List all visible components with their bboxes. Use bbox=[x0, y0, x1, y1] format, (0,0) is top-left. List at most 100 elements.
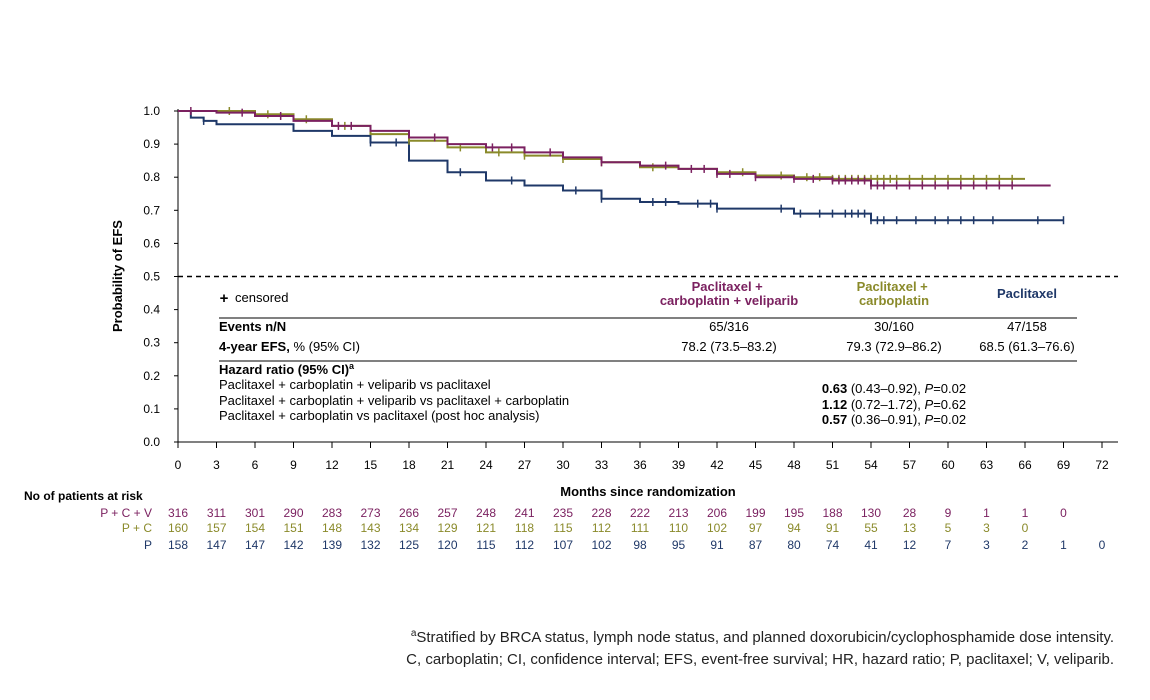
at-risk-count: 74 bbox=[826, 538, 840, 552]
x-tick-label: 72 bbox=[1095, 458, 1109, 472]
efs-pc: 79.3 (72.9–86.2) bbox=[846, 339, 941, 354]
at-risk-count: 222 bbox=[630, 506, 650, 520]
km-curve bbox=[178, 110, 1051, 187]
at-risk-count: 94 bbox=[787, 521, 801, 535]
at-risk-count: 311 bbox=[207, 506, 226, 520]
at-risk-table: P + C + V 316 311 301 290 283 273 266 257 248 241 2… bbox=[100, 506, 1105, 552]
at-risk-count: 1 bbox=[983, 506, 990, 520]
at-risk-count: 158 bbox=[168, 538, 188, 552]
at-risk-count: 160 bbox=[168, 521, 188, 535]
at-risk-count: 115 bbox=[476, 538, 495, 552]
at-risk-row-label: P + C + V bbox=[100, 506, 152, 520]
hr-row-label-3: Paclitaxel + carboplatin vs paclitaxel (… bbox=[219, 408, 539, 423]
at-risk-count: 97 bbox=[749, 521, 763, 535]
at-risk-count: 112 bbox=[592, 521, 611, 535]
at-risk-count: 121 bbox=[476, 521, 496, 535]
at-risk-count: 28 bbox=[903, 506, 917, 520]
footnote-stratification: aStratified by BRCA status, lymph node s… bbox=[410, 628, 1114, 646]
x-tick-label: 9 bbox=[290, 458, 297, 472]
x-tick-label: 45 bbox=[749, 458, 763, 472]
at-risk-count: 147 bbox=[206, 538, 226, 552]
events-pc: 30/160 bbox=[874, 319, 914, 334]
at-risk-count: 111 bbox=[631, 521, 650, 535]
y-tick-label: 0.8 bbox=[143, 170, 160, 184]
censored-label: censored bbox=[235, 290, 288, 305]
efs-label: 4-year EFS, % (95% CI) bbox=[219, 339, 360, 354]
x-tick-label: 33 bbox=[595, 458, 609, 472]
x-tick-label: 24 bbox=[479, 458, 493, 472]
x-tick-label: 18 bbox=[402, 458, 416, 472]
axes: 0.00.10.20.30.40.50.60.70.80.91.00 3 6 9 12 1… bbox=[143, 104, 1118, 472]
at-risk-count: 0 bbox=[1099, 538, 1106, 552]
x-tick-label: 3 bbox=[213, 458, 220, 472]
at-risk-count: 301 bbox=[245, 506, 265, 520]
y-tick-label: 0.2 bbox=[143, 369, 160, 383]
at-risk-count: 5 bbox=[945, 521, 952, 535]
y-tick-label: 0.9 bbox=[143, 137, 160, 151]
at-risk-count: 142 bbox=[283, 538, 303, 552]
at-risk-count: 3 bbox=[983, 538, 990, 552]
y-tick-label: 0.0 bbox=[143, 435, 160, 449]
stats-table: + censored Paclitaxel + carboplatin + ve… bbox=[219, 279, 1077, 427]
at-risk-count: 125 bbox=[399, 538, 419, 552]
efs-p: 68.5 (61.3–76.6) bbox=[979, 339, 1074, 354]
at-risk-count: 147 bbox=[245, 538, 265, 552]
at-risk-count: 0 bbox=[1060, 506, 1067, 520]
x-tick-label: 48 bbox=[787, 458, 801, 472]
censored-symbol: + bbox=[220, 290, 229, 307]
at-risk-count: 12 bbox=[903, 538, 917, 552]
efs-pcv: 78.2 (73.5–83.2) bbox=[681, 339, 776, 354]
x-tick-label: 21 bbox=[441, 458, 455, 472]
x-tick-label: 57 bbox=[903, 458, 917, 472]
at-risk-count: 143 bbox=[360, 521, 380, 535]
at-risk-count: 107 bbox=[553, 538, 573, 552]
at-risk-count: 115 bbox=[553, 521, 572, 535]
at-risk-count: 129 bbox=[437, 521, 457, 535]
header-p: Paclitaxel bbox=[997, 286, 1057, 301]
hr-row-label-1: Paclitaxel + carboplatin + veliparib vs … bbox=[219, 377, 491, 392]
x-tick-label: 12 bbox=[325, 458, 339, 472]
at-risk-count: 102 bbox=[707, 521, 727, 535]
at-risk-count: 7 bbox=[945, 538, 952, 552]
at-risk-count: 13 bbox=[903, 521, 917, 535]
at-risk-count: 266 bbox=[399, 506, 419, 520]
at-risk-count: 195 bbox=[784, 506, 804, 520]
x-tick-label: 27 bbox=[518, 458, 532, 472]
at-risk-count: 9 bbox=[945, 506, 952, 520]
at-risk-count: 248 bbox=[476, 506, 496, 520]
at-risk-count: 95 bbox=[672, 538, 686, 552]
hr-row-value-1: 0.63 (0.43–0.92), P=0.02 bbox=[822, 381, 966, 396]
hr-title: Hazard ratio (95% CI)a bbox=[219, 361, 355, 377]
at-risk-count: 132 bbox=[360, 538, 380, 552]
x-tick-label: 6 bbox=[252, 458, 259, 472]
at-risk-count: 157 bbox=[206, 521, 226, 535]
y-tick-label: 0.1 bbox=[143, 402, 160, 416]
at-risk-count: 102 bbox=[591, 538, 611, 552]
at-risk-count: 241 bbox=[514, 506, 534, 520]
at-risk-count: 112 bbox=[515, 538, 534, 552]
y-tick-label: 0.4 bbox=[143, 303, 160, 317]
events-p: 47/158 bbox=[1007, 319, 1047, 334]
events-label: Events n/N bbox=[219, 319, 286, 334]
hr-row-value-2: 1.12 (0.72–1.72), P=0.62 bbox=[822, 397, 966, 412]
x-tick-label: 15 bbox=[364, 458, 378, 472]
x-tick-label: 63 bbox=[980, 458, 994, 472]
at-risk-count: 273 bbox=[360, 506, 380, 520]
events-pcv: 65/316 bbox=[709, 319, 749, 334]
at-risk-count: 87 bbox=[749, 538, 763, 552]
x-tick-label: 0 bbox=[175, 458, 182, 472]
at-risk-count: 213 bbox=[668, 506, 688, 520]
at-risk-count: 206 bbox=[707, 506, 727, 520]
at-risk-count: 151 bbox=[283, 521, 303, 535]
at-risk-count: 290 bbox=[283, 506, 303, 520]
header-pc: Paclitaxel + carboplatin bbox=[857, 279, 932, 308]
survival-curves bbox=[178, 107, 1065, 225]
x-tick-label: 66 bbox=[1018, 458, 1032, 472]
km-chart: 0.00.10.20.30.40.50.60.70.80.91.00 3 6 9 12 1… bbox=[24, 104, 1118, 552]
at-risk-count: 55 bbox=[864, 521, 878, 535]
y-tick-label: 0.6 bbox=[143, 236, 160, 250]
y-tick-label: 0.3 bbox=[143, 336, 160, 350]
at-risk-count: 199 bbox=[745, 506, 765, 520]
y-tick-label: 0.5 bbox=[143, 270, 160, 284]
at-risk-count: 91 bbox=[710, 538, 724, 552]
